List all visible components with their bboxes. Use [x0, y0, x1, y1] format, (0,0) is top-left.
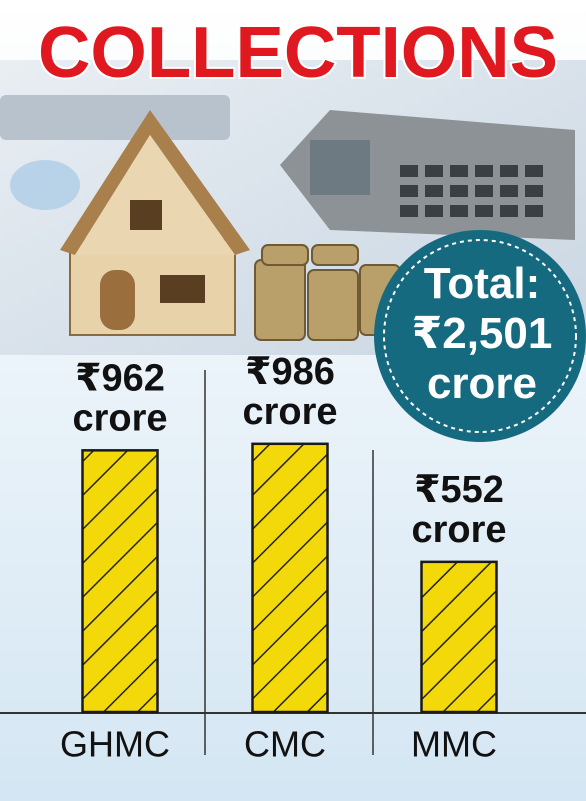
total-badge: Total: ₹2,501 crore [374, 230, 586, 442]
x-tick-label: GHMC [60, 724, 170, 765]
value-label: ₹986 crore [242, 351, 337, 433]
bar [251, 442, 329, 714]
chart-title: COLLECTIONS [38, 13, 558, 93]
bar [81, 449, 159, 714]
total-annotation: Total: ₹2,501 crore [412, 259, 553, 408]
bar [420, 560, 498, 714]
photo-illustration [0, 60, 586, 355]
value-label: ₹552 crore [411, 469, 506, 551]
x-tick-label: MMC [411, 724, 497, 765]
x-tick-label: CMC [244, 724, 326, 765]
value-label: ₹962 crore [72, 357, 167, 439]
